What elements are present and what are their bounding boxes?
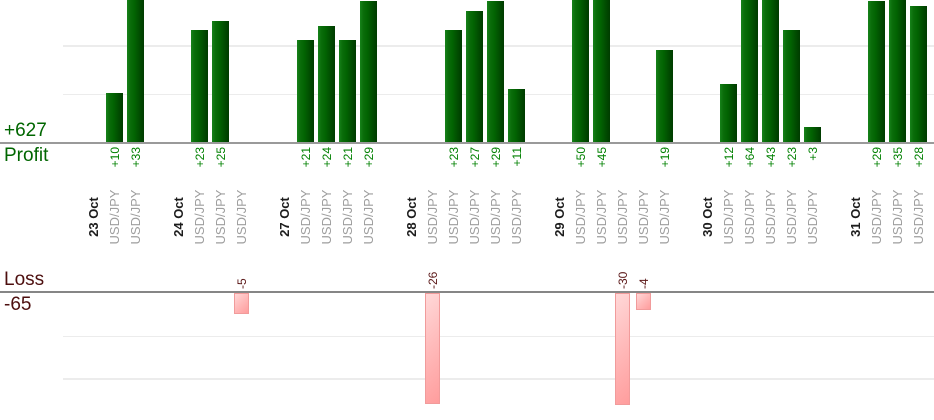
profit-bar[interactable] bbox=[741, 0, 758, 142]
profit-value-label: +23 bbox=[192, 147, 207, 168]
profit-bar[interactable] bbox=[360, 1, 377, 142]
profit-value-label: +21 bbox=[340, 147, 355, 168]
profit-bar[interactable] bbox=[191, 30, 208, 142]
date-label: 29 Oct bbox=[551, 197, 567, 237]
profit-total: +627 bbox=[4, 120, 47, 141]
profit-value-label: +25 bbox=[213, 147, 228, 168]
date-label: 28 Oct bbox=[403, 197, 419, 237]
profit-value-label: +29 bbox=[488, 147, 503, 168]
profit-bar[interactable] bbox=[889, 0, 906, 142]
profit-value-label: +29 bbox=[361, 147, 376, 168]
profit-bar[interactable] bbox=[445, 30, 462, 142]
profit-bar[interactable] bbox=[466, 11, 483, 142]
instrument-label: USD/JPY bbox=[593, 189, 609, 245]
profit-axis-line bbox=[0, 142, 934, 144]
profit-value-label: +3 bbox=[805, 147, 820, 161]
profit-bar[interactable] bbox=[487, 1, 504, 142]
profit-bar[interactable] bbox=[910, 6, 927, 142]
profit-value-label: +12 bbox=[721, 147, 736, 168]
date-label: 24 Oct bbox=[170, 197, 186, 237]
profit-bar[interactable] bbox=[106, 93, 123, 142]
loss-bar[interactable] bbox=[425, 293, 440, 404]
profit-bar[interactable] bbox=[339, 40, 356, 142]
instrument-label: USD/JPY bbox=[762, 189, 778, 245]
loss-axis-title: Loss bbox=[4, 269, 45, 290]
instrument-label: USD/JPY bbox=[339, 189, 355, 245]
loss-value-label: -4 bbox=[636, 278, 651, 289]
instrument-label: USD/JPY bbox=[466, 189, 482, 245]
profit-value-label: +43 bbox=[763, 147, 778, 168]
profit-value-label: +50 bbox=[573, 147, 588, 168]
profit-bar[interactable] bbox=[720, 84, 737, 142]
instrument-label: USD/JPY bbox=[889, 189, 905, 245]
instrument-label: USD/JPY bbox=[635, 189, 651, 245]
loss-total: -65 bbox=[4, 294, 32, 315]
profit-value-label: +45 bbox=[594, 147, 609, 168]
profit-bar[interactable] bbox=[804, 127, 821, 142]
profit-bar[interactable] bbox=[572, 0, 589, 142]
profit-bar[interactable] bbox=[297, 40, 314, 142]
profit-bar[interactable] bbox=[318, 26, 335, 142]
profit-bar[interactable] bbox=[212, 21, 229, 142]
instrument-label: USD/JPY bbox=[868, 189, 884, 245]
loss-bar[interactable] bbox=[234, 293, 249, 314]
loss-bar[interactable] bbox=[615, 293, 630, 405]
instrument-label: USD/JPY bbox=[233, 189, 249, 245]
date-label: 30 Oct bbox=[699, 197, 715, 237]
date-label: 27 Oct bbox=[276, 197, 292, 237]
instrument-label: USD/JPY bbox=[508, 189, 524, 245]
profit-value-label: +19 bbox=[657, 147, 672, 168]
profit-bar[interactable] bbox=[868, 1, 885, 142]
profit-value-label: +35 bbox=[890, 147, 905, 168]
instrument-label: USD/JPY bbox=[656, 189, 672, 245]
date-label: 31 Oct bbox=[847, 197, 863, 237]
loss-axis-line bbox=[0, 290, 934, 293]
instrument-label: USD/JPY bbox=[297, 189, 313, 245]
instrument-label: USD/JPY bbox=[318, 189, 334, 245]
instrument-label: USD/JPY bbox=[424, 189, 440, 245]
profit-bar[interactable] bbox=[593, 0, 610, 142]
instrument-label: USD/JPY bbox=[614, 189, 630, 245]
profit-value-label: +29 bbox=[869, 147, 884, 168]
loss-value-label: -5 bbox=[234, 278, 249, 289]
profit-bar[interactable] bbox=[127, 0, 144, 142]
profit-value-label: +27 bbox=[467, 147, 482, 168]
profit-bar[interactable] bbox=[783, 30, 800, 142]
instrument-label: USD/JPY bbox=[212, 189, 228, 245]
profit-value-label: +24 bbox=[319, 147, 334, 168]
profit-axis-title: Profit bbox=[4, 145, 49, 166]
profit-bar[interactable] bbox=[762, 0, 779, 142]
instrument-label: USD/JPY bbox=[191, 189, 207, 245]
date-label: 23 Oct bbox=[85, 197, 101, 237]
loss-gridline bbox=[63, 378, 934, 380]
profit-value-label: +21 bbox=[298, 147, 313, 168]
profit-value-label: +28 bbox=[911, 147, 926, 168]
profit-value-label: +23 bbox=[784, 147, 799, 168]
loss-value-label: -30 bbox=[615, 271, 630, 289]
instrument-label: USD/JPY bbox=[741, 189, 757, 245]
instrument-label: USD/JPY bbox=[804, 189, 820, 245]
instrument-label: USD/JPY bbox=[910, 189, 926, 245]
profit-value-label: +64 bbox=[742, 147, 757, 168]
instrument-label: USD/JPY bbox=[783, 189, 799, 245]
instrument-label: USD/JPY bbox=[487, 189, 503, 245]
profit-value-label: +33 bbox=[128, 147, 143, 168]
profit-bar[interactable] bbox=[656, 50, 673, 142]
loss-bar[interactable] bbox=[636, 293, 651, 310]
loss-value-label: -26 bbox=[425, 271, 440, 289]
profit-value-label: +11 bbox=[509, 147, 524, 167]
instrument-label: USD/JPY bbox=[127, 189, 143, 245]
instrument-label: USD/JPY bbox=[720, 189, 736, 245]
profit-value-label: +23 bbox=[446, 147, 461, 168]
instrument-label: USD/JPY bbox=[106, 189, 122, 245]
profit-bar[interactable] bbox=[508, 89, 525, 142]
instrument-label: USD/JPY bbox=[445, 189, 461, 245]
instrument-label: USD/JPY bbox=[572, 189, 588, 245]
profit-value-label: +10 bbox=[107, 147, 122, 168]
instrument-label: USD/JPY bbox=[360, 189, 376, 245]
loss-gridline bbox=[63, 335, 934, 337]
